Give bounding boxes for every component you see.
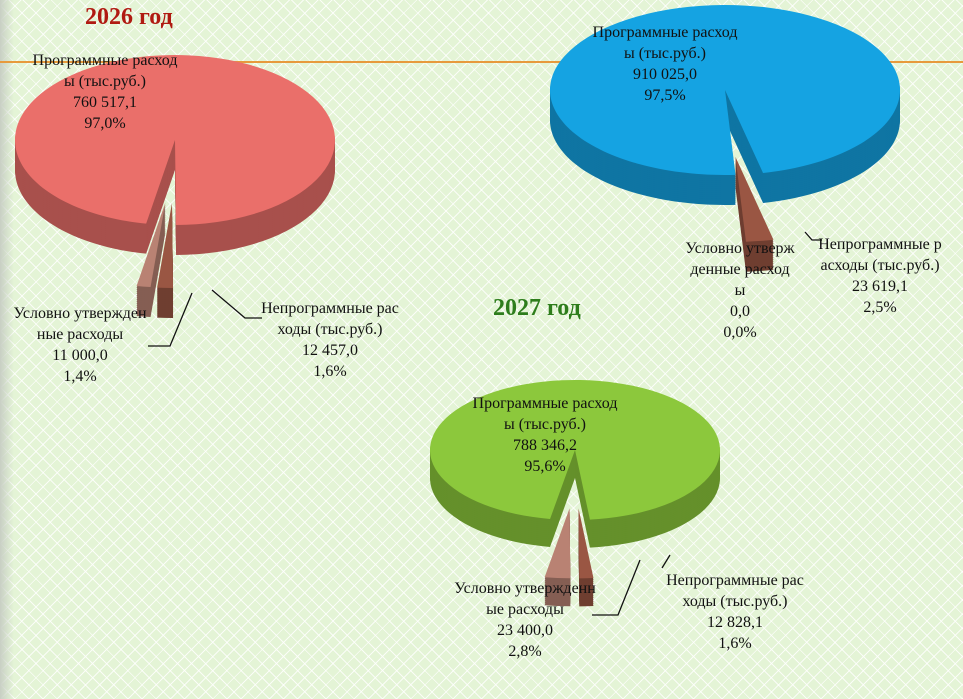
- slice-percent: 2,8%: [508, 643, 542, 660]
- header-rule: [0, 61, 963, 63]
- slice-percent: 1,4%: [63, 368, 97, 385]
- pie-slice: [15, 55, 336, 255]
- slice-label: Условно утвержденные расходы 23 400,0 2,8%: [450, 578, 600, 662]
- slice-top: [429, 379, 720, 520]
- slice-name: Программные расходы (тыс.руб.): [32, 52, 178, 90]
- slice-value: 760 517,1: [73, 94, 137, 111]
- slice-value: 788 346,2: [513, 437, 577, 454]
- pie: [549, 4, 901, 272]
- pie-slice: [136, 202, 166, 318]
- slice-percent: 97,0%: [84, 115, 126, 132]
- chart-title: 2027 год: [493, 295, 581, 321]
- leader-line: [148, 292, 193, 347]
- slice-percent: 0,0%: [723, 324, 757, 341]
- slice-label: Условно утвержденные расходы 11 000,0 1,4%: [10, 303, 150, 387]
- slice-top: [157, 202, 174, 288]
- slice-name: Непрограммные расходы (тыс.руб.): [261, 300, 399, 338]
- slice-value: 11 000,0: [52, 347, 108, 364]
- slice-value: 23 619,1: [852, 278, 908, 295]
- slice-name: Условно утвержденные расходы: [685, 240, 795, 299]
- slice-top: [550, 4, 901, 175]
- slice-label: Непрограммные расходы (тыс.руб.) 23 619,1…: [818, 234, 943, 318]
- slice-name: Непрограммные расходы (тыс.руб.): [818, 236, 942, 274]
- slice-label: Программные расходы (тыс.руб.) 760 517,1 9…: [30, 50, 180, 134]
- slice-value: 23 400,0: [497, 622, 553, 639]
- slice-label: Программные расходы (тыс.руб.) 788 346,2 9…: [470, 393, 620, 477]
- leader-line: [661, 554, 671, 569]
- slice-percent: 97,5%: [644, 87, 686, 104]
- slice-top: [136, 202, 166, 288]
- leader-line: [592, 559, 641, 616]
- slice-value: 12 828,1: [707, 614, 763, 631]
- pie-slice: [544, 508, 571, 607]
- pie-slice: [429, 379, 720, 548]
- pie-slice: [157, 202, 174, 318]
- slice-percent: 1,6%: [313, 363, 347, 380]
- slice-top: [735, 156, 774, 242]
- slice-percent: 2,5%: [863, 299, 897, 316]
- slice-top: [578, 508, 594, 579]
- slice-value: 910 025,0: [633, 66, 697, 83]
- pie: [429, 379, 720, 607]
- chart-title: 2026 год: [85, 4, 173, 30]
- leader-line: [211, 289, 262, 319]
- slice-label: Непрограммные расходы (тыс.руб.) 12 457,0…: [260, 298, 400, 382]
- slice-value: 0,0: [730, 303, 750, 320]
- pie-slice: [578, 508, 594, 607]
- pie-slice: [549, 4, 901, 205]
- slice-name: Условно утвержденные расходы: [454, 580, 596, 618]
- slice-label: Непрограммные расходы (тыс.руб.) 12 828,1…: [665, 570, 805, 654]
- pie: [15, 55, 336, 318]
- slice-percent: 95,6%: [524, 458, 566, 475]
- slice-name: Программные расходы (тыс.руб.): [472, 395, 618, 433]
- slice-label: Программные расходы (тыс.руб.) 910 025,0 9…: [590, 22, 740, 106]
- slice-value: 12 457,0: [302, 342, 358, 359]
- slice-label: Условно утвержденные расходы 0,0 0,0%: [685, 238, 795, 343]
- slice-name: Непрограммные расходы (тыс.руб.): [666, 572, 804, 610]
- slice-name: Условно утвержденные расходы: [13, 305, 147, 343]
- pie-slice: [735, 156, 774, 272]
- slice-top: [544, 508, 571, 579]
- side-stripe: [0, 0, 14, 699]
- slice-percent: 1,6%: [718, 635, 752, 652]
- slice-top: [15, 55, 336, 225]
- slice-name: Программные расходы (тыс.руб.): [592, 24, 738, 62]
- leader-line: [804, 231, 822, 241]
